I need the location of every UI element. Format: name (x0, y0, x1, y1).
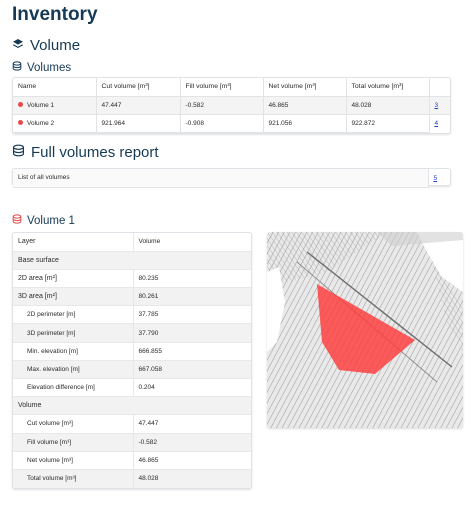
detail-label: 2D perimeter [m] (13, 305, 134, 325)
volumes-header: Volumes (12, 61, 71, 74)
table-row: Volume 2 921.964 -0.908 921.056 922.872 … (13, 114, 450, 133)
row-name-cell: Volume 2 (13, 114, 97, 133)
detail-label: Net volume [m³] (13, 451, 134, 470)
table-row: 2D area [m²] 80.235 (13, 269, 251, 289)
table-row: 3D area [m²] 80.261 (13, 287, 251, 307)
row-cut: 921.964 (96, 114, 181, 133)
full-report-link[interactable]: 5 (433, 174, 438, 182)
detail-value: 48.028 (133, 469, 251, 488)
col-header-total: Total volume [m³] (346, 78, 430, 97)
detail-value: 0.204 (133, 378, 251, 398)
detail-label: 3D perimeter [m] (13, 323, 134, 343)
col-header-net: Net volume [m³] (263, 78, 347, 97)
detail-value: 80.235 (133, 269, 251, 289)
volume-section-title: Volume (30, 37, 81, 54)
full-report-header: Full volumes report (12, 144, 159, 161)
detail-label: Total volume [m³] (13, 469, 134, 488)
detail-label: Fill volume [m³] (13, 433, 134, 452)
section-label: Volume (13, 396, 251, 416)
volume1-title: Volume 1 (27, 214, 75, 227)
red-dot-icon (18, 102, 23, 108)
point-cloud-image (267, 232, 463, 428)
detail-label: Cut volume [m³] (13, 414, 134, 434)
detail-label: Layer (13, 233, 134, 252)
detail-label: 3D area [m²] (13, 287, 134, 307)
col-header-cut: Cut volume [m³] (96, 78, 181, 97)
table-row: Volume (13, 396, 251, 416)
row-cut: 47.447 (96, 96, 181, 115)
row-name: Volume 2 (27, 119, 55, 127)
table-row: 2D perimeter [m] 37.785 (13, 305, 251, 325)
table-row: Max. elevation [m] 667.058 (13, 360, 251, 380)
row-name: Volume 1 (27, 101, 55, 109)
table-row: Total volume [m³] 48.028 (13, 469, 251, 488)
detail-value: 46.865 (133, 451, 251, 470)
database-icon (12, 144, 25, 161)
row-total: 922.872 (346, 114, 430, 133)
detail-value: 80.261 (133, 287, 251, 307)
volume-polygon (317, 284, 415, 374)
red-dot-icon (18, 120, 23, 126)
detail-value: Volume (133, 233, 251, 252)
table-row: Net volume [m³] 46.865 (13, 451, 251, 470)
full-report-title: Full volumes report (31, 144, 159, 161)
row-fill: -0.908 (180, 114, 264, 133)
full-report-card: List of all volumes 5 (12, 168, 451, 188)
full-report-item: List of all volumes (13, 169, 429, 188)
volume1-details-card: Layer Volume Base surface 2D area [m²] 80.… (12, 232, 252, 489)
detail-value: 667.058 (133, 360, 251, 380)
database-icon (12, 61, 22, 74)
volume1-header: Volume 1 (12, 214, 75, 227)
detail-label: Min. elevation [m] (13, 342, 134, 361)
table-row: Cut volume [m³] 47.447 (13, 414, 251, 434)
volumes-title: Volumes (27, 61, 72, 74)
volume-section-header: Volume (12, 37, 80, 54)
row-total: 48.028 (346, 96, 430, 115)
volumes-table-card: Name Cut volume [m³] Fill volume [m³] Ne… (12, 77, 451, 134)
detail-value: 37.785 (133, 305, 251, 325)
detail-value: 666.855 (133, 342, 251, 361)
detail-value: 37.790 (133, 323, 251, 343)
col-header-fill: Fill volume [m³] (180, 78, 264, 97)
col-header-name: Name (13, 78, 97, 97)
table-row: Layer Volume (13, 233, 251, 252)
detail-label: 2D area [m²] (13, 269, 134, 289)
volumes-table: Name Cut volume [m³] Fill volume [m³] Ne… (13, 78, 450, 133)
row-net: 46.865 (263, 96, 347, 115)
volume1-details-table: Layer Volume Base surface 2D area [m²] 80.… (13, 233, 251, 488)
table-row: Fill volume [m³] -0.582 (13, 433, 251, 452)
col-header-link (429, 78, 450, 97)
table-row: Elevation difference [m] 0.204 (13, 378, 251, 398)
database-icon-red (12, 214, 22, 227)
row-link[interactable]: 3 (434, 101, 439, 109)
table-row: 3D perimeter [m] 37.790 (13, 323, 251, 343)
table-row: Min. elevation [m] 666.855 (13, 342, 251, 361)
table-row: Volume 1 47.447 -0.582 46.865 48.028 3 (13, 96, 450, 115)
section-label: Base surface (13, 251, 251, 270)
detail-label: Max. elevation [m] (13, 360, 134, 380)
detail-value: -0.582 (133, 433, 251, 452)
detail-label: Elevation difference [m] (13, 378, 134, 398)
detail-value: 47.447 (133, 414, 251, 434)
page-title: Inventory (12, 4, 98, 25)
table-row: Base surface (13, 251, 251, 270)
row-link[interactable]: 4 (434, 119, 439, 127)
row-name-cell: Volume 1 (13, 96, 97, 115)
row-fill: -0.582 (180, 96, 264, 115)
row-net: 921.056 (263, 114, 347, 133)
layers-icon (12, 37, 24, 54)
volume1-map-preview[interactable] (267, 232, 463, 428)
